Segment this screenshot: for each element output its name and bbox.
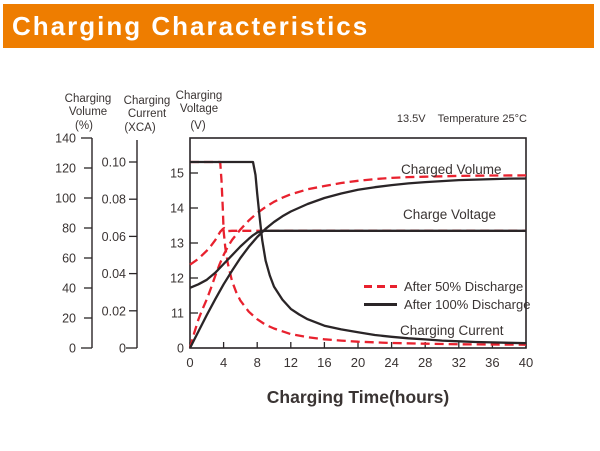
current-axis-unit: (XCA) [124, 122, 156, 134]
voltage-tick-label: 13 [170, 237, 184, 251]
volume-tick-label: 60 [62, 252, 76, 266]
volume-axis-unit: (%) [75, 120, 93, 132]
current-tick-label: 0 [119, 342, 126, 356]
condition-temperature: Temperature 25°C [437, 113, 527, 125]
x-tick-label: 20 [351, 355, 365, 370]
voltage-axis-title-line2: Voltage [179, 103, 219, 116]
legend-label-50: After 50% Discharge [404, 278, 524, 294]
current-tick-label: 0.06 [102, 230, 126, 244]
x-tick-label: 28 [418, 355, 432, 370]
x-axis-title: Charging Time(hours) [266, 387, 450, 407]
chart-legend: After 50% Discharge After 100% Discharge [364, 277, 530, 313]
series-charging-current-after-100-discharge [190, 160, 527, 345]
current-axis-title-line1: Charging [123, 95, 171, 107]
series-charging-current-after-50-discharge [190, 160, 527, 346]
current-axis-title: Charging Current [115, 95, 179, 121]
solid-line-sample [364, 302, 397, 306]
legend-label-100: After 100% Discharge [404, 296, 531, 312]
header-bar: Charging Characteristics [3, 4, 594, 48]
charged-volume-label: Charged Volume [401, 162, 502, 177]
voltage-tick-label: 12 [170, 272, 184, 286]
volume-tick-label: 120 [55, 162, 76, 176]
x-tick-label: 12 [284, 355, 298, 370]
volume-tick-label: 80 [62, 222, 76, 236]
current-tick-label: 0.02 [102, 304, 126, 318]
current-tick-label: 0.08 [102, 193, 126, 207]
volume-tick-label: 0 [69, 342, 76, 356]
x-tick-label: 16 [317, 355, 331, 370]
condition-annotation: 13.5V Temperature 25°C [300, 113, 527, 125]
x-tick-label: 36 [485, 355, 499, 370]
current-axis-title-line2: Current [127, 108, 167, 121]
voltage-axis-unit: (V) [190, 120, 206, 132]
volume-axis-title: Charging Volume [56, 93, 120, 119]
x-tick-label: 24 [384, 355, 398, 370]
x-tick-label: 32 [452, 355, 466, 370]
page-title: Charging Characteristics [12, 10, 370, 41]
condition-voltage: 13.5V [396, 113, 426, 125]
volume-axis-title-line1: Charging [64, 93, 112, 105]
current-tick-label: 0.04 [102, 267, 126, 281]
voltage-axis-title-line1: Charging [175, 90, 223, 102]
volume-tick-label: 100 [55, 192, 76, 206]
voltage-tick-label: 15 [170, 167, 184, 181]
charging-current-label: Charging Current [400, 323, 504, 338]
x-tick-label: 0 [186, 355, 193, 370]
voltage-tick-label: 14 [170, 202, 184, 216]
series-charged-volume-after-100-discharge [188, 177, 527, 349]
legend-item-50-discharge: After 50% Discharge [364, 277, 530, 295]
voltage-axis-title: Charging Voltage [167, 90, 231, 116]
current-tick-label: 0.10 [102, 156, 126, 170]
volume-tick-label: 40 [62, 282, 76, 296]
volume-tick-label: 20 [62, 312, 76, 326]
voltage-tick-label: 0 [177, 342, 184, 356]
dashed-line-sample [364, 284, 397, 288]
volume-axis-title-line2: Volume [68, 106, 108, 119]
legend-item-100-discharge: After 100% Discharge [364, 295, 530, 313]
charge-voltage-label: Charge Voltage [403, 207, 497, 222]
series-charged-volume-after-50-discharge [188, 174, 527, 349]
series-charge-voltage-after-50-discharge [189, 226, 526, 266]
voltage-tick-label: 11 [171, 307, 184, 321]
x-tick-label: 4 [220, 355, 227, 370]
x-tick-label: 40 [519, 355, 533, 370]
plot-border [189, 137, 527, 349]
x-tick-label: 8 [254, 355, 261, 370]
volume-tick-label: 140 [55, 132, 76, 146]
